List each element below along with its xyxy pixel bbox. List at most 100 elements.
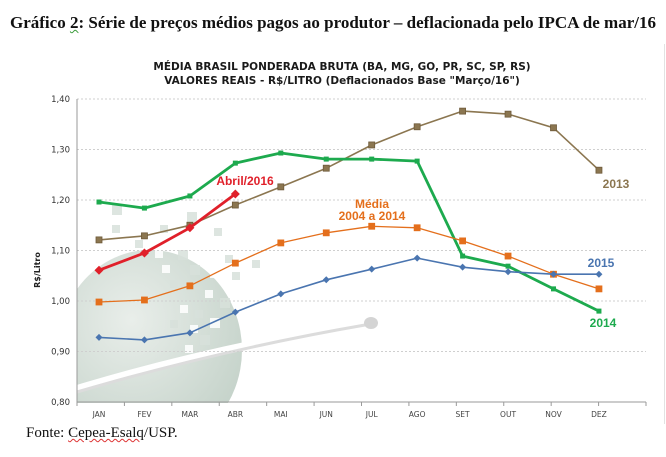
data-point xyxy=(139,248,149,258)
pixel-square xyxy=(170,320,178,328)
pixel-square xyxy=(220,298,230,308)
series-line xyxy=(98,110,600,241)
series-abril-2016 xyxy=(94,189,240,275)
swoosh-white xyxy=(77,319,371,391)
series-2015 xyxy=(95,254,603,344)
data-point xyxy=(504,252,512,260)
title-prefix: Gráfico xyxy=(10,13,70,32)
data-point xyxy=(551,286,556,292)
swoosh-dot xyxy=(364,317,378,329)
series-label: 2015 xyxy=(588,256,615,270)
pixel-square xyxy=(214,228,222,236)
data-point xyxy=(232,160,238,166)
y-axis-ticks: 0,80 0,90 1,00 1,10 1,20 1,30 1,40 xyxy=(51,95,78,408)
data-point xyxy=(277,183,285,191)
data-point xyxy=(141,205,147,211)
series-label: Média xyxy=(355,197,389,211)
data-point xyxy=(459,263,467,271)
data-point xyxy=(278,150,284,156)
pixel-square xyxy=(185,345,193,353)
x-tick-label: FEV xyxy=(137,410,152,419)
data-point xyxy=(95,333,103,341)
x-tick-label: DEZ xyxy=(591,410,607,419)
data-point xyxy=(459,237,467,245)
x-tick-label: NOV xyxy=(545,410,562,419)
series-label: 2013 xyxy=(603,177,630,191)
swoosh-grey xyxy=(77,323,366,394)
chart-subtitle: VALORES REAIS - R$/LITRO (Deflacionados … xyxy=(164,75,520,87)
pixel-square xyxy=(178,250,188,260)
pixel-square xyxy=(112,240,120,248)
background-decoration xyxy=(77,205,378,403)
globe-shape xyxy=(77,250,242,403)
pixel-square xyxy=(187,212,197,222)
data-point xyxy=(94,265,104,275)
data-point xyxy=(504,268,512,276)
data-point xyxy=(95,236,103,244)
x-tick-label: JAN xyxy=(92,410,106,419)
data-point xyxy=(186,329,194,337)
x-tick-label: MAR xyxy=(181,410,198,419)
data-point xyxy=(140,336,148,344)
y-tick-label: 0,80 xyxy=(51,398,70,408)
data-point xyxy=(231,308,239,316)
data-point xyxy=(596,308,602,314)
pixel-square xyxy=(162,265,170,273)
data-point xyxy=(185,223,195,233)
data-point xyxy=(368,141,376,149)
source-note: Fonte: Cepea-Esalq/USP. xyxy=(26,425,178,442)
data-point xyxy=(368,265,376,273)
data-point xyxy=(414,158,420,164)
series-label: Abril/2016 xyxy=(216,174,274,188)
document-title: Gráfico 2: Série de preços médios pagos … xyxy=(0,13,666,33)
pixel-square xyxy=(112,225,120,233)
pixel-square xyxy=(160,225,168,233)
y-tick-label: 1,30 xyxy=(51,146,70,156)
data-point xyxy=(322,164,330,172)
pixel-square xyxy=(232,272,240,280)
y-tick-label: 1,10 xyxy=(51,247,70,257)
x-tick-label: OUT xyxy=(500,410,516,419)
y-tick-label: 1,40 xyxy=(51,95,70,105)
data-point xyxy=(413,224,421,232)
series-label: 2004 a 2014 xyxy=(339,209,406,223)
data-point xyxy=(550,124,557,132)
data-point xyxy=(323,156,329,162)
series-m-dia-2004-a-2014 xyxy=(95,222,603,306)
pixel-square xyxy=(252,260,260,268)
data-point xyxy=(595,285,603,293)
source-suffix: /USP. xyxy=(143,425,178,441)
pixel-square xyxy=(128,212,136,220)
data-point xyxy=(277,239,285,247)
series-label: 2014 xyxy=(590,316,617,330)
x-tick-label: JUL xyxy=(365,410,379,419)
x-tick-label: ABR xyxy=(228,410,244,419)
pixel-square xyxy=(195,310,203,318)
x-tick-label: AGO xyxy=(409,410,426,419)
source-prefix: Fonte: xyxy=(26,425,69,441)
title-rest: : Série de preços médios pagos ao produt… xyxy=(78,13,656,32)
pixel-square xyxy=(170,280,178,288)
pixel-square xyxy=(210,318,220,328)
x-tick-label: MAI xyxy=(274,410,288,419)
pixel-square xyxy=(205,290,213,298)
series-2013 xyxy=(95,107,603,244)
y-tick-label: 0,90 xyxy=(51,348,70,358)
series-line xyxy=(98,151,600,313)
y-tick-label: 1,00 xyxy=(51,297,70,307)
source-name: Cepea-Esalq xyxy=(68,425,144,441)
data-point xyxy=(459,107,467,115)
pixel-square xyxy=(240,250,250,260)
pixel-square xyxy=(200,233,210,243)
pixel-square xyxy=(180,305,188,313)
data-point xyxy=(413,123,421,131)
pixel-square xyxy=(175,218,183,226)
data-point xyxy=(186,282,194,290)
data-point xyxy=(96,199,102,205)
pixel-square xyxy=(190,265,200,275)
data-point xyxy=(231,259,239,267)
pixel-square xyxy=(150,225,160,235)
x-axis: JAN FEV MAR ABR MAI JUN JUL AGO SET OUT NOV DEZ xyxy=(76,401,647,419)
